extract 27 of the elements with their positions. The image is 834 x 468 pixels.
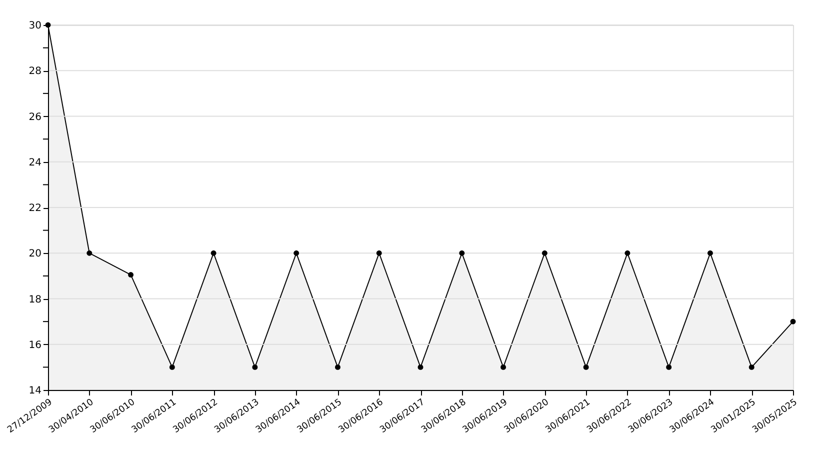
point bbox=[748, 364, 754, 370]
point bbox=[169, 364, 175, 370]
point bbox=[583, 364, 589, 370]
y-tick-label: 16 bbox=[28, 340, 42, 351]
point bbox=[86, 250, 92, 256]
point bbox=[418, 364, 424, 370]
point bbox=[376, 250, 382, 256]
y-tick-label: 26 bbox=[28, 112, 42, 123]
y-tick-label: 28 bbox=[28, 66, 42, 78]
y-tick-label: 20 bbox=[28, 248, 42, 260]
point bbox=[252, 364, 258, 370]
point bbox=[294, 250, 300, 256]
point bbox=[334, 364, 340, 370]
point bbox=[128, 272, 134, 278]
point bbox=[624, 250, 630, 256]
y-tick-label: 22 bbox=[28, 203, 42, 214]
point bbox=[790, 318, 796, 324]
y-tick-label: 14 bbox=[28, 386, 42, 396]
point bbox=[707, 250, 713, 256]
point bbox=[459, 250, 465, 256]
point bbox=[666, 364, 672, 370]
y-tick-label: 24 bbox=[28, 157, 42, 168]
point bbox=[210, 250, 216, 256]
point bbox=[542, 250, 548, 256]
point bbox=[500, 364, 506, 370]
y-tick-label: 18 bbox=[28, 294, 42, 306]
y-tick-label: 30 bbox=[28, 20, 42, 32]
